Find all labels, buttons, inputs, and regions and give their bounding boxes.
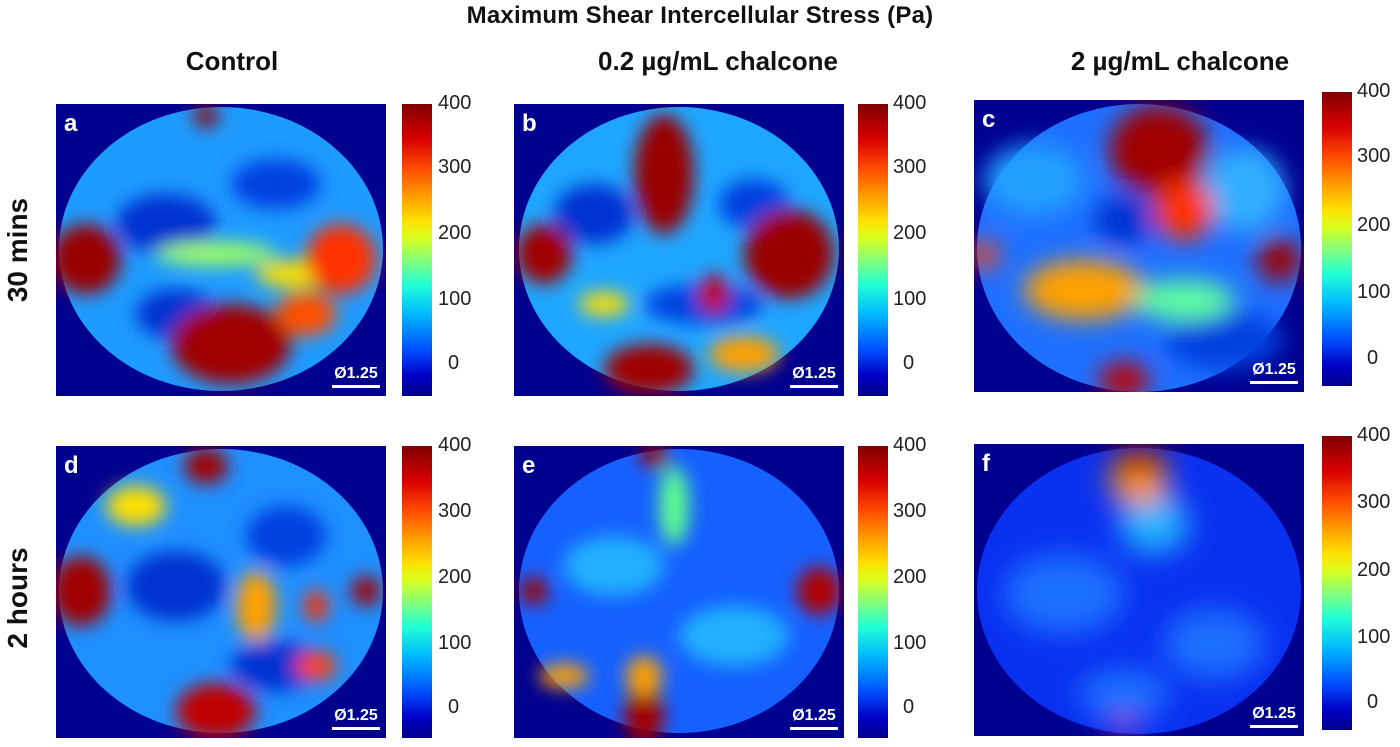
scale-line-d [332,727,380,730]
stress-map-panel-d: d Ø1.25 [56,446,386,738]
stress-map-d [56,448,383,738]
tick-e-400: 400 [893,434,927,456]
scale-label-b: Ø1.25 [792,365,836,382]
tick-e-0: 0 [903,696,915,718]
scale-bar-c: Ø1.25 [1250,361,1298,384]
colorbar-d [402,446,432,738]
colorbar-c [1322,92,1352,386]
tick-b-0: 0 [903,352,915,374]
tick-b-400: 400 [893,92,927,114]
scale-label-e: Ø1.25 [792,707,836,724]
stress-map-f [977,447,1301,734]
stress-map-b [516,107,839,394]
tick-d-200: 200 [438,566,472,588]
tick-b-100: 100 [893,288,927,310]
scale-line-f [1250,725,1298,728]
column-title-low-dose: 0.2 µg/mL chalcone [598,46,838,76]
scale-bar-e: Ø1.25 [790,707,838,730]
tick-a-200: 200 [438,222,472,244]
colorbar-b [858,104,888,396]
scale-label-a: Ø1.25 [334,365,378,382]
tick-f-200: 200 [1357,559,1391,581]
tick-f-100: 100 [1357,626,1391,648]
panel-letter-c: c [982,106,996,133]
tick-d-0: 0 [448,696,460,718]
tick-d-100: 100 [438,632,472,654]
scale-line-e [790,727,838,730]
tick-c-200: 200 [1357,214,1391,236]
stress-map-panel-b: b Ø1.25 [514,104,844,396]
colorbar-f [1322,436,1352,730]
tick-f-0: 0 [1367,691,1379,713]
panel-letter-f: f [982,450,990,477]
stress-map-panel-e: e Ø1.25 [514,446,844,738]
tick-d-400: 400 [438,434,472,456]
tick-c-100: 100 [1357,281,1391,303]
stress-map-panel-f: f Ø1.25 [974,444,1304,736]
row-label-2-hours: 2 hours [2,547,33,649]
tick-a-400: 400 [438,92,472,114]
tick-a-100: 100 [438,288,472,310]
panel-letter-d: d [64,452,79,479]
scale-bar-f: Ø1.25 [1250,705,1298,728]
tick-c-300: 300 [1357,145,1391,167]
figure-title: Maximum Shear Intercellular Stress (Pa) [466,2,934,29]
colorbar-a [402,104,432,396]
tick-e-100: 100 [893,632,927,654]
column-title-control: Control [185,46,279,76]
stress-map-panel-c: c Ø1.25 [974,100,1304,392]
tick-f-400: 400 [1357,424,1391,446]
scale-bar-b: Ø1.25 [790,365,838,388]
colorbar-e [858,446,888,738]
tick-a-300: 300 [438,156,472,178]
panel-letter-b: b [522,110,537,137]
scale-label-c: Ø1.25 [1252,361,1296,378]
scale-line-a [332,385,380,388]
scale-line-c [1250,381,1298,384]
column-title-high-dose: 2 µg/mL chalcone [1070,46,1290,76]
panel-letter-a: a [64,110,78,137]
tick-b-300: 300 [893,156,927,178]
tick-e-200: 200 [893,566,927,588]
stress-map-c [974,104,1301,392]
scale-label-d: Ø1.25 [334,707,378,724]
panel-letter-e: e [522,452,536,479]
tick-c-0: 0 [1367,347,1379,369]
tick-f-300: 300 [1357,491,1391,513]
tick-a-0: 0 [448,352,460,374]
stress-map-a [56,104,383,391]
tick-b-200: 200 [893,222,927,244]
row-label-30-mins: 30 mins [2,197,33,303]
scale-label-f: Ø1.25 [1252,705,1296,722]
tick-c-400: 400 [1357,80,1391,102]
scale-bar-a: Ø1.25 [332,365,380,388]
scale-line-b [790,385,838,388]
scale-bar-d: Ø1.25 [332,707,380,730]
tick-d-300: 300 [438,500,472,522]
stress-map-e [519,446,841,738]
tick-e-300: 300 [893,500,927,522]
stress-map-panel-a: a Ø1.25 [56,104,386,396]
